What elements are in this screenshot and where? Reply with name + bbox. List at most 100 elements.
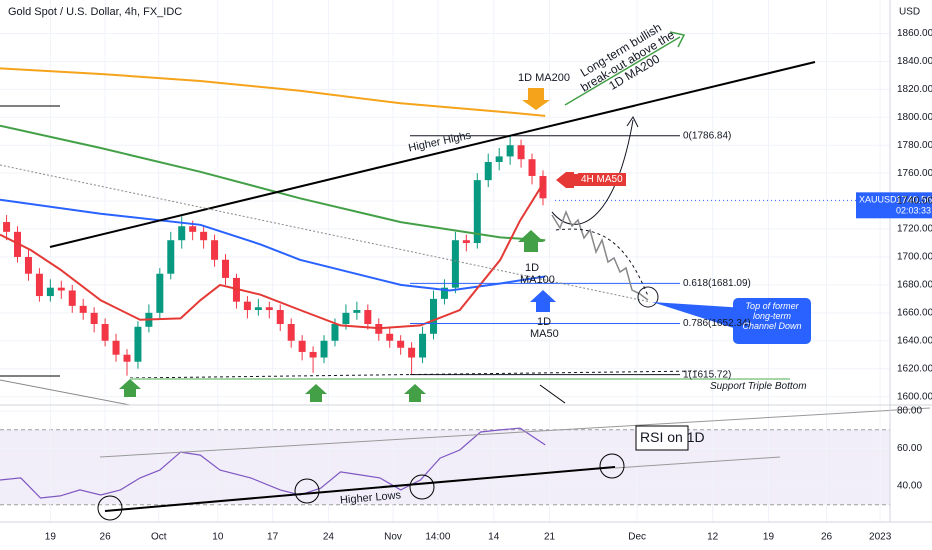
candle-body (134, 326, 142, 362)
x-tick-label: 26 (821, 532, 833, 543)
x-tick-label: 26 (100, 532, 112, 543)
fib-label: 1(1615.72) (683, 369, 731, 380)
x-tick-label: Oct (151, 532, 167, 543)
y-tick-label: 1780.00 (897, 140, 932, 151)
candle-body (222, 259, 230, 278)
annotation: Support Triple Bottom (710, 381, 807, 392)
ma-label: 1D MA200 (518, 72, 570, 84)
candle-body (46, 287, 54, 297)
candle-body (484, 162, 492, 181)
candle-body (495, 156, 503, 162)
candle-body (68, 290, 76, 306)
trend-line (49, 61, 816, 248)
line-series (0, 427, 546, 499)
candle-body (473, 180, 481, 243)
candle-body (506, 145, 514, 157)
channel-line (0, 379, 131, 406)
y-tick-label: 1760.00 (897, 168, 932, 179)
candle-body (167, 240, 175, 274)
projection-arc (551, 119, 634, 225)
candle-body (123, 354, 131, 362)
y-tick-label: 40.00 (897, 481, 922, 492)
candle-body (101, 324, 109, 341)
candle-body (539, 175, 547, 199)
candle-body (211, 240, 219, 260)
x-tick-label: 19 (763, 532, 775, 543)
arrow (556, 172, 578, 188)
candle-body (112, 340, 120, 355)
fib-label: 0.786(1652.34) (683, 318, 751, 329)
candle-body (309, 351, 317, 358)
arrow (305, 384, 327, 402)
candle-body (430, 298, 438, 334)
arrow (119, 379, 141, 397)
line-series (0, 124, 546, 242)
label-box (635, 425, 689, 451)
x-tick-label: 24 (323, 532, 335, 543)
circle (294, 478, 320, 504)
candle-body (287, 324, 295, 341)
candle-body (79, 305, 87, 313)
y-tick-label: 1840.00 (897, 56, 932, 67)
y-tick-label: 1700.00 (897, 252, 932, 263)
y-tick-label: 80.00 (897, 406, 922, 417)
candle-body (90, 312, 98, 324)
arrow (530, 290, 556, 312)
candle-body (364, 310, 372, 324)
x-tick-label: 10 (212, 532, 224, 543)
rsi-band (0, 429, 890, 505)
candle-body (178, 226, 186, 241)
ticker: XAUUSD (859, 195, 897, 205)
circle (599, 453, 625, 479)
annotation: Top of former long-term Channel Down (742, 301, 802, 331)
y-tick-label: 1600.00 (897, 391, 932, 402)
x-tick-label: Dec (628, 532, 646, 543)
line-series (0, 198, 546, 292)
y-tick-label: 60.00 (897, 443, 922, 454)
candle-body (200, 231, 208, 241)
circle (409, 474, 435, 500)
arrow (404, 384, 426, 402)
callout-box (733, 298, 811, 344)
drawings (0, 0, 932, 523)
candle-body (451, 240, 459, 288)
candle-body (189, 226, 197, 232)
y-tick-label: 1740.00 (897, 196, 932, 207)
projection-path (551, 209, 649, 301)
candle-body (386, 333, 394, 341)
candle-body (265, 307, 273, 311)
candle-body (276, 310, 284, 324)
ma-label: 1D MA100 (520, 262, 555, 287)
candle-body (528, 159, 536, 176)
candle-body (331, 324, 339, 341)
callout-pointer (652, 302, 745, 330)
y-tick-label: 1860.00 (897, 28, 932, 39)
arrow (564, 36, 681, 106)
series-label: RSI on 1D (640, 429, 705, 445)
x-tick-label: Nov (384, 532, 402, 543)
arrow-head (669, 31, 686, 48)
candle-body (353, 310, 361, 313)
x-tick-label: 2023 (869, 532, 892, 543)
candle-body (156, 273, 164, 313)
y-tick-label: 1680.00 (897, 280, 932, 291)
y-tick-label: 1720.00 (897, 224, 932, 235)
fib-label: 0(1786.84) (683, 130, 731, 141)
price-tag (856, 192, 932, 219)
candle-body (320, 340, 328, 358)
candle-body (342, 312, 350, 324)
candle-body (517, 145, 525, 160)
arrow-head (626, 116, 639, 128)
circle (637, 286, 659, 308)
candle-body (35, 273, 43, 297)
candle-body (243, 301, 251, 311)
candle-body (419, 333, 427, 358)
candle-body (57, 287, 65, 291)
x-tick-label: 14 (488, 532, 500, 543)
y-axis-unit: USD (899, 7, 920, 18)
x-tick-label: 12 (707, 532, 719, 543)
y-tick-label: 1620.00 (897, 363, 932, 374)
rsi-trend-line (104, 466, 616, 512)
